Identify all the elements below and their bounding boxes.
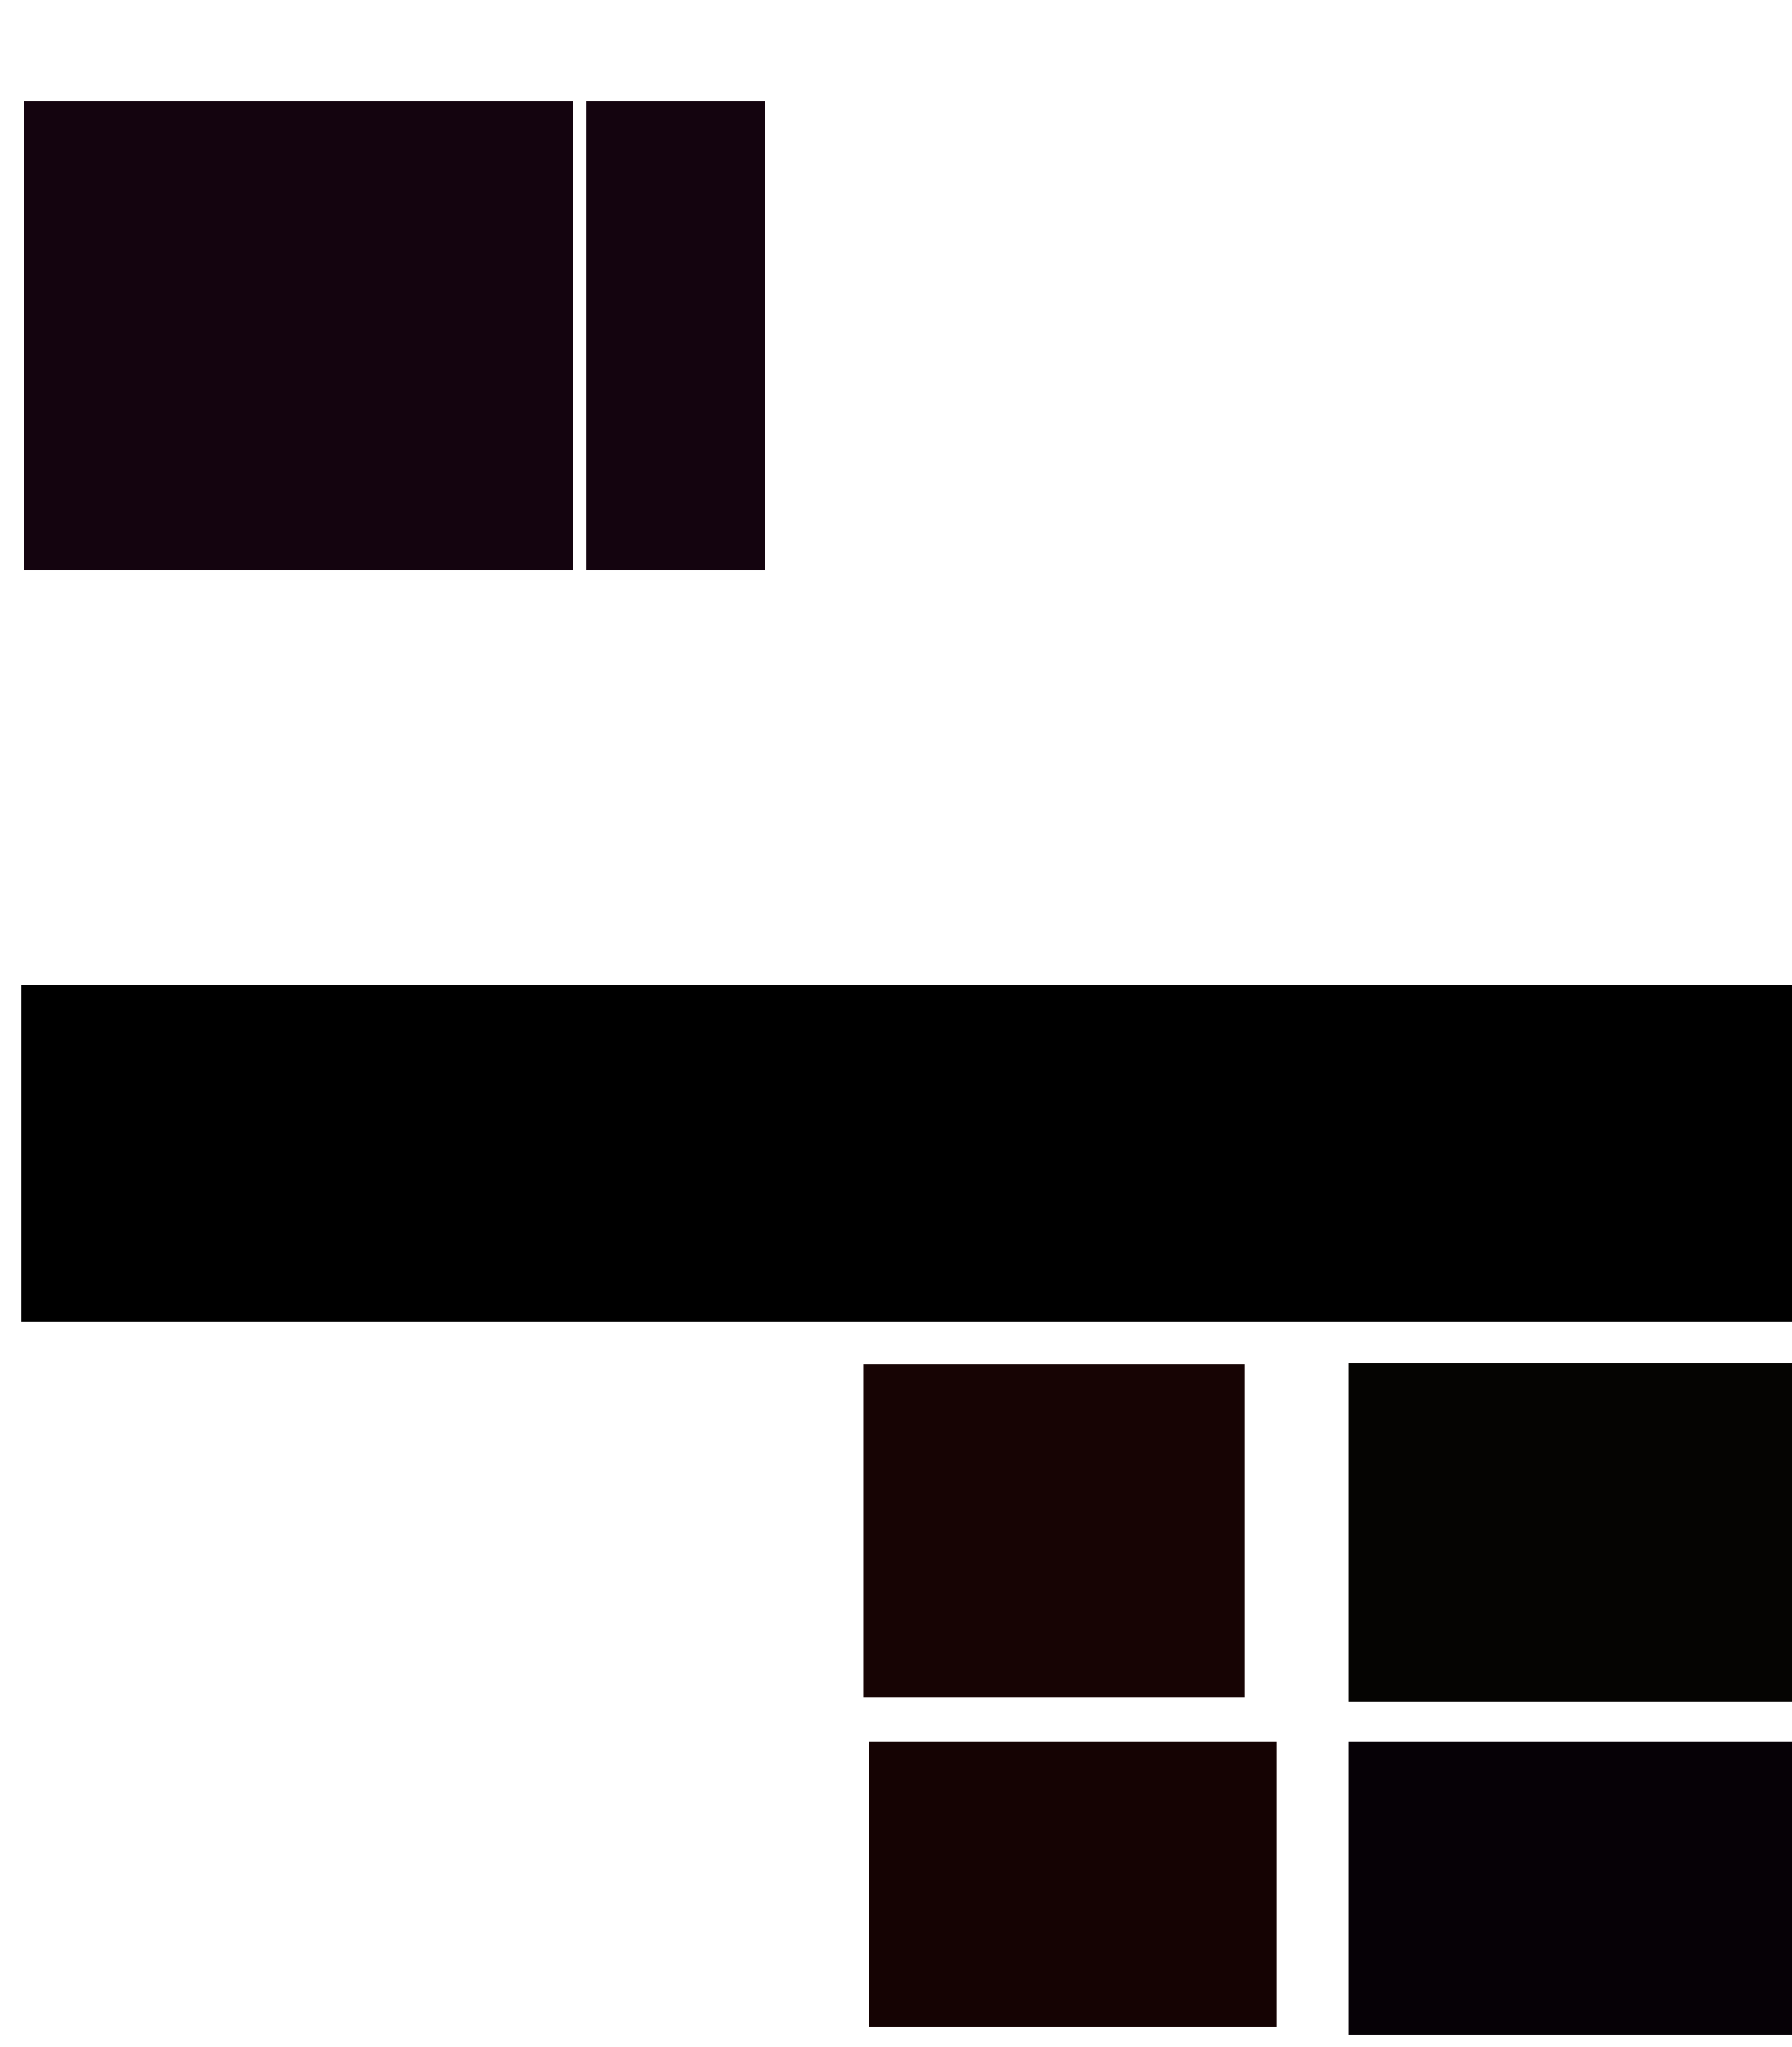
panel-h-image xyxy=(869,1742,1277,2027)
panel-b-injection-schematic xyxy=(1098,64,1588,352)
panel-i-image xyxy=(1349,1363,1792,1702)
panel-g-image xyxy=(863,1364,1245,1697)
panel-a-main-image xyxy=(24,101,573,570)
panel-a-layers-image xyxy=(586,101,765,570)
panel-j-image xyxy=(1349,1742,1792,2035)
panel-e-fluorescence-strip xyxy=(21,985,1792,1322)
